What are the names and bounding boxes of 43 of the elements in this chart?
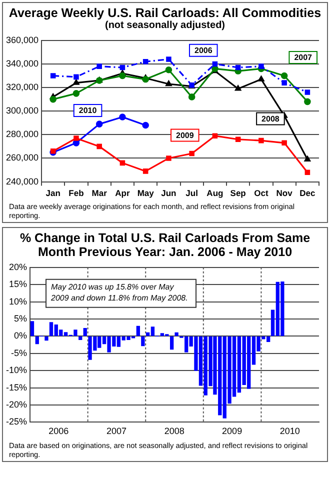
series-label: 2006 (194, 46, 213, 56)
x-tick-label: 2008 (164, 426, 184, 436)
y-tick-label: 280,000 (6, 129, 39, 140)
series-label: 2007 (294, 53, 313, 62)
x-tick-label: May (137, 188, 154, 198)
series-label: 2008 (262, 114, 280, 124)
y-tick-label: 320,000 (6, 82, 39, 92)
x-tick-label: Sep (230, 188, 246, 198)
x-tick-label: 2009 (222, 426, 242, 436)
y-tick-label: 340,000 (6, 58, 39, 68)
y-tick-label: 10% (8, 296, 28, 306)
y-tick-label: -10% (6, 365, 28, 376)
y-tick-label: 0% (14, 330, 28, 341)
x-tick-label: Jul (186, 188, 198, 198)
y-tick-label: -20% (6, 399, 28, 410)
series-label: 2010 (78, 106, 98, 116)
chart-title: Average Weekly U.S. Rail Carloads: All Commodities (8, 5, 322, 20)
x-tick-label: Aug (206, 188, 224, 198)
x-tick-label: Oct (254, 188, 268, 198)
x-tick-label: Feb (68, 188, 84, 198)
chart-subtitle: (not seasonally adjusted) (104, 20, 226, 32)
x-tick-label: Jan (46, 188, 60, 198)
x-tick-label: 2010 (280, 426, 300, 436)
x-tick-label: Dec (300, 188, 316, 198)
chart-title: % Change in Total U.S. Rail Carloads From Same Month Previous Year: Jan. 2006 - May 2010 (18, 230, 312, 259)
y-tick-label: 300,000 (6, 106, 39, 116)
annotation: May 2010 was up 15.8% over May 2009 and down 11.8% from May 2008. (50, 282, 188, 303)
x-tick-label: Nov (276, 188, 293, 198)
x-tick-label: Jun (161, 188, 176, 198)
y-tick-label: 260,000 (6, 152, 39, 163)
y-tick-label: 20% (8, 262, 28, 272)
x-tick-label: Apr (115, 188, 130, 198)
y-tick-label: 240,000 (6, 176, 39, 186)
x-tick-label: 2007 (106, 426, 126, 436)
x-tick-label: Mar (92, 188, 108, 198)
y-tick-label: 360,000 (6, 34, 39, 45)
series-label: 2009 (176, 130, 194, 140)
y-tick-label: 5% (14, 313, 28, 324)
x-tick-label: 2006 (48, 426, 69, 436)
y-tick-label: -15% (6, 382, 28, 392)
y-tick-label: 15% (8, 279, 28, 290)
y-tick-label: -25% (6, 416, 28, 427)
y-tick-label: -5% (10, 348, 28, 358)
